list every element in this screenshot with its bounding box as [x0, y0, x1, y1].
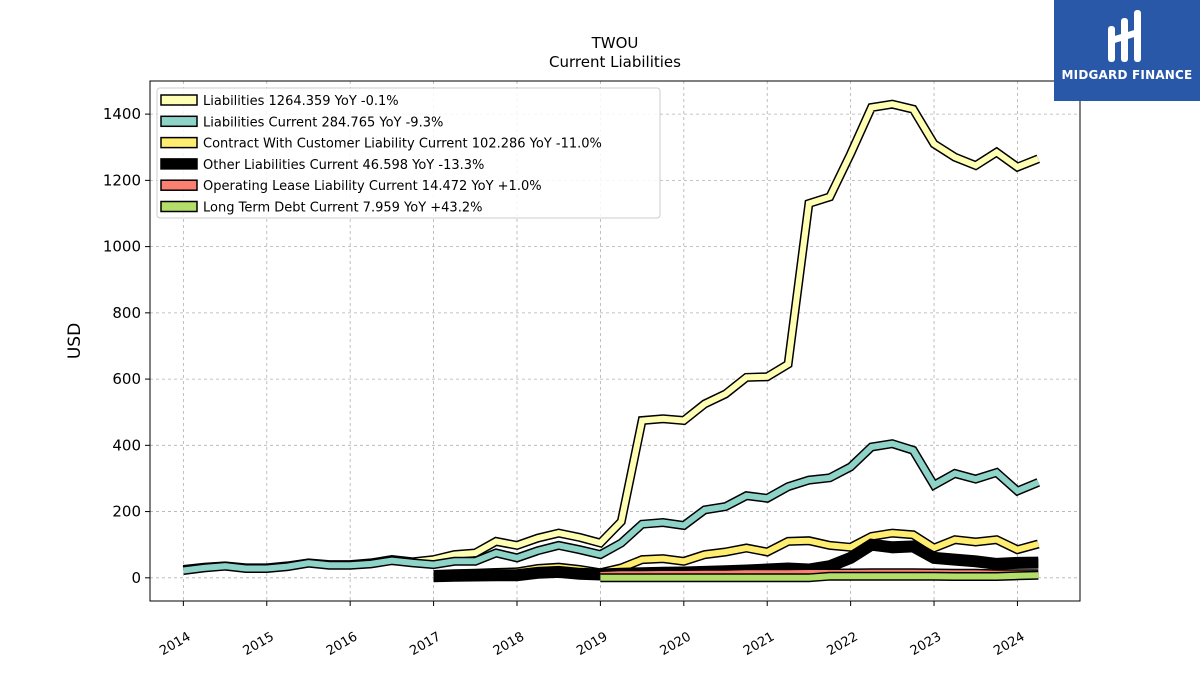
legend-item: Liabilities 1264.359 YoY -0.1%: [160, 94, 399, 109]
legend-label: Long Term Debt Current 7.959 YoY +43.2%: [203, 201, 482, 216]
series-line: [600, 572, 1039, 581]
legend-swatch: [160, 94, 198, 106]
y-axis-ticks: 0 200 400 600 800 1000 1200 1400: [103, 105, 150, 587]
chart-title: TWOU: [591, 34, 639, 52]
series-layer: [182, 99, 1041, 583]
legend-swatch: [160, 179, 198, 191]
logo-text: MIDGARD FINANCE: [1061, 68, 1193, 82]
legend-label: Contract With Customer Liability Current…: [203, 137, 602, 152]
series-5: [600, 570, 1039, 583]
legend-label: Operating Lease Liability Current 14.472…: [203, 179, 542, 194]
legend-label: Liabilities Current 284.765 YoY -9.3%: [203, 115, 443, 130]
x-tick-label: 2024: [991, 629, 1027, 659]
y-tick-label: 200: [112, 503, 141, 521]
y-tick-label: 400: [112, 436, 141, 454]
legend: Liabilities 1264.359 YoY -0.1% Liabilitie…: [156, 87, 661, 219]
x-tick-label: 2015: [241, 629, 277, 659]
legend-swatch: [160, 115, 198, 128]
series-line: [183, 440, 1040, 574]
x-tick-label: 2014: [157, 629, 193, 659]
chart-subtitle: Current Liabilities: [549, 53, 681, 71]
plot-frame: [149, 80, 1081, 602]
y-tick-label: 1000: [103, 238, 141, 256]
legend-swatch: [160, 158, 198, 170]
x-tick-label: 2017: [407, 629, 443, 659]
x-axis-ticks: 2014 2015 2016 2017 2018 2019 2020 2021 2022 2023…: [157, 601, 1027, 659]
midgard-logo-icon: [1108, 10, 1141, 62]
legend-box: [156, 87, 661, 219]
x-tick-label: 2018: [491, 629, 527, 659]
x-tick-label: 2019: [574, 629, 610, 659]
y-tick-label: 800: [112, 304, 141, 322]
legend-item: Operating Lease Liability Current 14.472…: [160, 179, 542, 194]
x-tick-label: 2023: [908, 629, 944, 659]
grid-lines: [150, 81, 1080, 601]
legend-item: Long Term Debt Current 7.959 YoY +43.2%: [160, 200, 482, 216]
x-tick-label: 2016: [324, 629, 360, 659]
legend-item: Contract With Customer Liability Current…: [160, 136, 602, 152]
y-axis-label: USD: [65, 323, 85, 359]
legend-swatch: [160, 136, 198, 149]
legend-swatch: [160, 200, 198, 213]
y-tick-label: 0: [131, 569, 141, 587]
legend-item: Other Liabilities Current 46.598 YoY -13…: [160, 158, 484, 173]
midgard-finance-logo: MIDGARD FINANCE: [1054, 0, 1200, 101]
legend-item: Liabilities Current 284.765 YoY -9.3%: [160, 115, 443, 130]
x-tick-label: 2021: [741, 629, 777, 659]
x-tick-label: 2022: [824, 629, 860, 659]
y-tick-label: 1200: [103, 171, 141, 189]
series-1: [182, 439, 1041, 575]
x-tick-label: 2020: [658, 629, 694, 659]
legend-label: Liabilities 1264.359 YoY -0.1%: [203, 94, 399, 109]
y-tick-label: 600: [112, 370, 141, 388]
legend-label: Other Liabilities Current 46.598 YoY -13…: [203, 158, 484, 173]
y-tick-label: 1400: [103, 105, 141, 123]
